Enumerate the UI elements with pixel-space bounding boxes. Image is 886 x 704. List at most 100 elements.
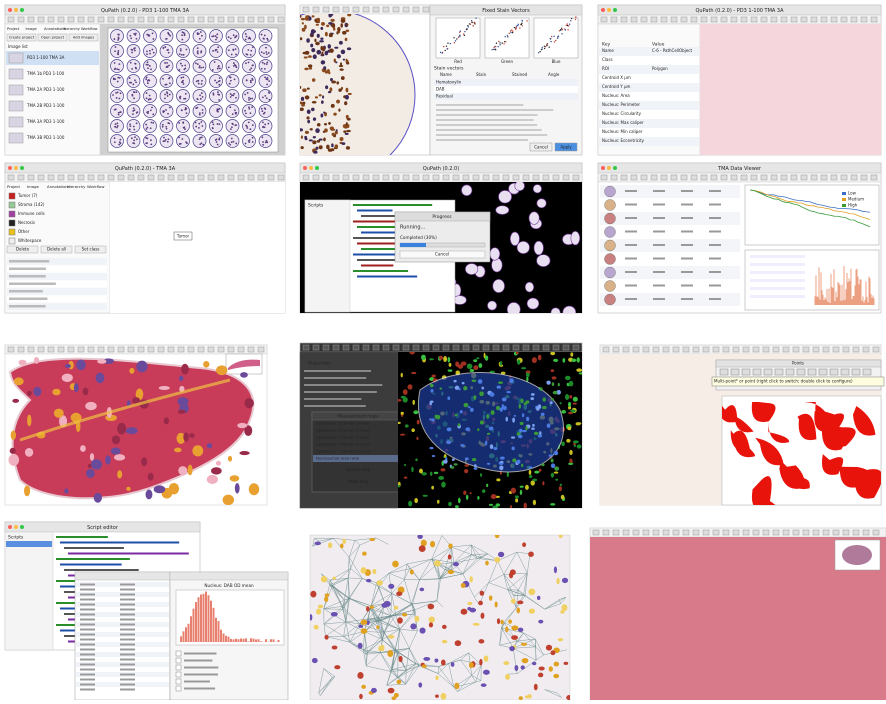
tool-icon [673,530,679,535]
cell [399,656,403,662]
tool-icon [863,530,869,535]
cell [302,102,305,105]
bar [198,597,200,642]
nucleus [199,114,201,116]
window-button [601,166,605,170]
tool-icon [721,17,727,22]
cell [340,23,343,28]
nucleus [114,109,116,111]
cell-text [653,217,665,219]
tool-icon [833,530,839,535]
cell [117,470,122,478]
cell [569,450,572,455]
label: Red [454,59,462,64]
thumbnail [9,69,23,79]
nucleus [230,96,232,98]
nucleus [252,137,254,139]
tool-icon [238,347,244,352]
cell [403,397,408,402]
tool-icon [533,175,539,180]
label: Stain [476,72,487,77]
cell [129,368,134,374]
tool-icon [413,175,419,180]
cell [396,591,402,596]
nucleus [262,38,264,40]
tool-icon [823,530,829,535]
cell [554,472,558,474]
label: Nucleus/Cell area ratio [316,456,360,461]
cell [508,619,512,623]
cell [323,66,326,69]
point [555,40,556,41]
tool-icon [313,345,319,350]
nucleus [134,79,136,81]
tool-icon [98,175,104,180]
cell [550,352,555,356]
point [472,25,473,26]
nucleus [217,144,219,146]
cell [505,627,508,633]
tool-icon [873,347,879,352]
tool-icon [743,530,749,535]
nucleus [231,141,233,143]
row [434,93,578,100]
cell [345,95,349,100]
cell-text [681,271,693,273]
tool-icon [841,369,849,375]
property [304,384,382,386]
point [454,42,455,43]
tool-icon [611,17,617,22]
tool-icon [323,175,329,180]
point [560,29,561,30]
cell-text [120,654,135,656]
point [538,52,539,53]
nucleus [250,80,252,82]
cell-text [80,594,95,596]
cell [551,458,554,462]
label: Workflow [87,184,104,189]
cell [404,476,408,478]
tool-icon [771,175,777,180]
cell-text [120,644,135,646]
cell [467,363,473,369]
cell [480,591,484,596]
nucleus [251,65,253,67]
nucleus [120,92,122,94]
window-button [8,8,12,12]
nucleus [199,94,201,96]
title-bar [170,572,288,580]
cell [552,376,557,379]
cell-text [80,674,95,676]
tma-core [177,90,190,103]
point [512,30,513,31]
cell [510,232,519,245]
nucleus [233,49,235,51]
cell [343,59,345,61]
nucleus [212,127,214,129]
cell-text [80,614,95,616]
point [440,52,441,53]
label: Workflow [81,27,98,31]
cell [461,444,465,447]
point [507,36,508,37]
nucleus [134,34,136,36]
tool-icon [851,175,857,180]
bar [215,618,217,642]
nucleus [163,137,165,139]
label: Blue [552,59,561,64]
cell [388,584,394,589]
point [526,20,527,21]
cell [321,52,323,56]
cell [235,483,240,494]
cell [481,613,485,619]
cell [25,448,33,457]
tool-icon [18,17,24,22]
cell [525,282,533,292]
tool-icon [671,17,677,22]
window-button [20,166,24,170]
cell [496,503,500,506]
cell-text [120,689,135,691]
tool-icon [641,175,647,180]
cell [501,620,504,625]
nucleus [245,39,247,41]
